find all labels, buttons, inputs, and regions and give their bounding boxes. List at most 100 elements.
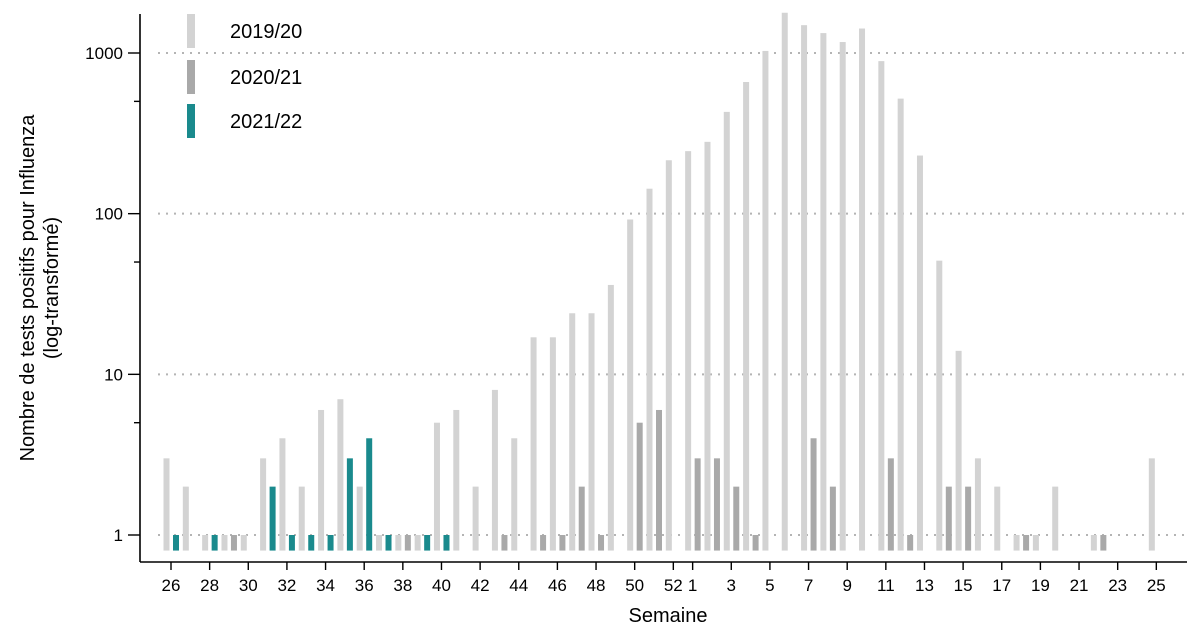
legend-label: 2020/21 bbox=[230, 67, 302, 89]
legend-label: 2019/20 bbox=[230, 21, 302, 43]
bar-2019-20 bbox=[260, 458, 267, 551]
bar-2019-20 bbox=[781, 12, 788, 551]
bar-2019-20 bbox=[916, 155, 923, 551]
x-tick-label: 36 bbox=[355, 576, 374, 595]
x-tick-label: 34 bbox=[316, 576, 335, 595]
legend-swatch-2021-22 bbox=[187, 104, 195, 138]
bar-2020-21 bbox=[656, 409, 662, 551]
y-axis-title: Nombre de tests positifs pour Influenza bbox=[17, 114, 39, 462]
bar-2019-20 bbox=[897, 98, 904, 551]
bar-2019-20 bbox=[859, 28, 866, 551]
bar-2019-20 bbox=[1013, 535, 1020, 551]
x-tick-label: 19 bbox=[1031, 576, 1050, 595]
x-tick-label: 52 bbox=[664, 576, 683, 595]
x-tick-label: 11 bbox=[877, 576, 895, 595]
bar-2021-22 bbox=[346, 458, 353, 551]
bar-2020-21 bbox=[578, 486, 585, 551]
x-tick-label: 48 bbox=[587, 576, 606, 595]
x-tick-label: 28 bbox=[200, 576, 219, 595]
bar-2019-20 bbox=[337, 399, 344, 551]
bar-2020-21 bbox=[598, 535, 605, 551]
bar-2019-20 bbox=[318, 409, 325, 551]
bar-2020-21 bbox=[636, 422, 643, 551]
bar-2019-20 bbox=[298, 486, 305, 551]
bar-2020-21 bbox=[829, 486, 836, 551]
y-tick-label: 100 bbox=[95, 205, 123, 224]
bar-2019-20 bbox=[1090, 535, 1097, 551]
bar-2019-20 bbox=[491, 389, 498, 551]
y-tick-label: 10 bbox=[104, 365, 123, 384]
bar-2019-20 bbox=[472, 486, 479, 551]
bar-2019-20 bbox=[511, 438, 518, 551]
bar-2019-20 bbox=[665, 160, 672, 551]
x-tick-label: 15 bbox=[954, 576, 973, 595]
x-tick-label: 44 bbox=[509, 576, 528, 595]
bar-2019-20 bbox=[607, 284, 614, 551]
bar-2019-20 bbox=[530, 337, 537, 551]
bar-2019-20 bbox=[820, 33, 827, 551]
bar-2019-20 bbox=[356, 486, 363, 551]
x-tick-label: 32 bbox=[277, 576, 296, 595]
bar-2019-20 bbox=[240, 535, 247, 551]
y-tick-label: 1000 bbox=[85, 44, 123, 63]
bar-2019-20 bbox=[723, 111, 730, 551]
bar-2021-22 bbox=[211, 535, 218, 551]
bar-2019-20 bbox=[376, 535, 383, 551]
legend-swatch-2020-21 bbox=[187, 60, 195, 94]
bar-2021-22 bbox=[424, 535, 431, 551]
bar-2020-21 bbox=[810, 438, 817, 551]
x-tick-label: 46 bbox=[548, 576, 567, 595]
bar-2020-21 bbox=[713, 458, 720, 551]
bar-2019-20 bbox=[646, 188, 653, 551]
bar-2020-21 bbox=[907, 535, 914, 551]
bar-2019-20 bbox=[801, 25, 808, 551]
gridlines bbox=[158, 52, 1187, 536]
x-tick-label: 13 bbox=[915, 576, 934, 595]
bar-2019-20 bbox=[588, 313, 595, 551]
bar-2019-20 bbox=[202, 535, 209, 551]
bar-2021-22 bbox=[288, 535, 295, 551]
bar-2020-21 bbox=[965, 486, 972, 551]
legend-swatch-2019-20 bbox=[187, 14, 195, 48]
bar-2021-22 bbox=[308, 535, 315, 551]
x-tick-label: 30 bbox=[239, 576, 258, 595]
bar-2021-22 bbox=[173, 535, 179, 551]
bar-2019-20 bbox=[955, 350, 962, 551]
x-tick-label: 17 bbox=[992, 576, 1011, 595]
bar-2020-21 bbox=[230, 535, 237, 551]
bar-2019-20 bbox=[395, 535, 402, 551]
x-tick-label: 38 bbox=[393, 576, 412, 595]
bar-2019-20 bbox=[839, 42, 846, 551]
bar-2021-22 bbox=[385, 535, 392, 551]
x-axis-title: Semaine bbox=[629, 605, 708, 626]
bar-2020-21 bbox=[540, 535, 547, 551]
bar-2019-20 bbox=[549, 337, 556, 551]
bar-2019-20 bbox=[279, 438, 286, 551]
bar-2019-20 bbox=[878, 61, 885, 551]
bar-2020-21 bbox=[1023, 535, 1030, 551]
bars bbox=[163, 12, 1155, 551]
bar-2020-21 bbox=[559, 535, 566, 551]
bar-2019-20 bbox=[1032, 535, 1039, 551]
x-tick-label: 26 bbox=[162, 576, 181, 595]
bar-2020-21 bbox=[752, 535, 759, 551]
bar-2019-20 bbox=[1052, 486, 1059, 551]
bar-2020-21 bbox=[733, 486, 740, 551]
x-tick-label: 23 bbox=[1108, 576, 1127, 595]
x-tick-label: 50 bbox=[625, 576, 644, 595]
x-tick-label: 5 bbox=[765, 576, 774, 595]
bar-2019-20 bbox=[936, 260, 943, 551]
x-tick-label: 3 bbox=[727, 576, 736, 595]
x-tick-label: 9 bbox=[842, 576, 851, 595]
bar-2020-21 bbox=[404, 535, 411, 551]
bar-2019-20 bbox=[433, 422, 440, 551]
bar-2019-20 bbox=[182, 486, 189, 551]
bar-2021-22 bbox=[327, 535, 334, 551]
bar-2020-21 bbox=[501, 535, 508, 551]
bar-2019-20 bbox=[1148, 458, 1155, 551]
x-tick-label: 21 bbox=[1070, 576, 1089, 595]
bar-2021-22 bbox=[443, 535, 450, 551]
bar-2019-20 bbox=[221, 535, 228, 551]
